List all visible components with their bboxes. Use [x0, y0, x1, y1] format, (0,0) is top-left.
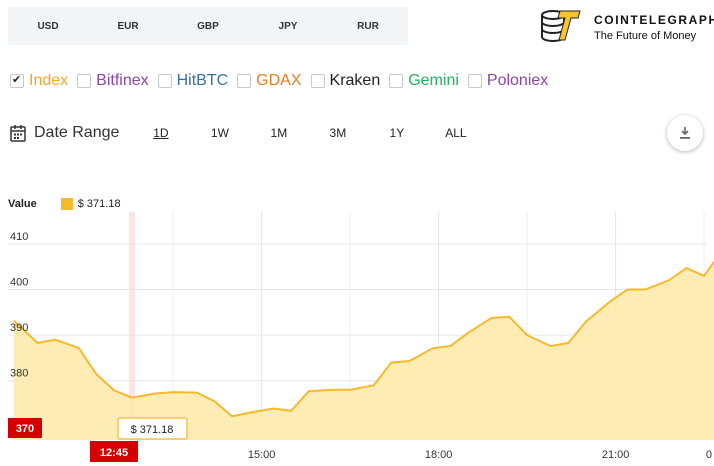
date-range-label: Date Range	[34, 124, 120, 141]
exchange-label: Kraken	[329, 72, 381, 89]
crosshair-y-text: 370	[16, 423, 34, 435]
crosshair-x-text: 12:45	[100, 447, 128, 459]
range-all-button[interactable]: ALL	[445, 126, 467, 140]
checkbox[interactable]	[467, 74, 482, 88]
exchange-poloniex[interactable]: Poloniex	[467, 72, 549, 90]
checkbox[interactable]	[237, 74, 252, 88]
checkbox[interactable]	[310, 74, 325, 88]
tooltip-text: $ 371.18	[131, 424, 174, 436]
price-area	[13, 262, 714, 440]
x-tick-label: 18:00	[425, 449, 453, 461]
chart-legend: Value $ 371.18	[8, 196, 121, 212]
currency-tabs: USD EUR GBP JPY RUR	[8, 7, 408, 45]
exchange-kraken[interactable]: Kraken	[310, 72, 381, 90]
crosshair-band	[128, 212, 135, 440]
exchange-label: Index	[29, 72, 69, 89]
exchange-label: Bitfinex	[96, 72, 149, 89]
tab-rur[interactable]: RUR	[357, 20, 379, 32]
range-1m-button[interactable]: 1M	[270, 126, 288, 140]
tab-gbp[interactable]: GBP	[197, 20, 219, 32]
tooltip	[117, 417, 188, 440]
x-tick-label: 21:00	[602, 449, 630, 461]
x-tick-label: 15:00	[248, 449, 276, 461]
tab-eur[interactable]: EUR	[117, 20, 139, 32]
tab-usd[interactable]: USD	[37, 20, 59, 32]
legend-title: Value	[8, 198, 37, 210]
exchange-index[interactable]: Index	[10, 72, 68, 90]
checkbox[interactable]	[10, 73, 24, 88]
legend-value: $ 371.18	[77, 198, 121, 210]
range-3m-button[interactable]: 3M	[329, 126, 347, 140]
checkbox[interactable]	[77, 74, 92, 88]
exchange-filter: Index Bitfinex HitBTC GDAX Kraken Gemini…	[10, 70, 557, 92]
checkbox[interactable]	[157, 74, 172, 88]
exchange-gemini[interactable]: Gemini	[389, 72, 459, 90]
y-tick-label: 410	[10, 231, 28, 243]
exchange-label: GDAX	[256, 72, 302, 89]
download-button[interactable]	[667, 115, 703, 151]
x-tick-label: 0	[706, 449, 712, 461]
range-1y-button[interactable]: 1Y	[389, 126, 405, 140]
download-icon	[680, 127, 690, 139]
checkbox[interactable]	[389, 74, 404, 88]
range-1d-button[interactable]: 1D	[153, 126, 169, 140]
crosshair-y-label	[8, 418, 42, 438]
price-line	[13, 260, 714, 418]
brand-logo[interactable]: COINTELEGRAPH The Future of Money	[538, 6, 714, 46]
crosshair-x-label	[90, 441, 138, 462]
date-range-bar: Date Range 1D 1W 1M 3M 1Y ALL	[10, 120, 485, 146]
exchange-bitfinex[interactable]: Bitfinex	[77, 72, 149, 90]
cointelegraph-logo-icon	[541, 10, 581, 42]
legend-swatch	[60, 198, 73, 210]
brand-tagline: The Future of Money	[594, 30, 697, 42]
calendar-icon	[10, 125, 26, 142]
y-tick-label: 390	[10, 322, 28, 334]
exchange-label: HitBTC	[176, 72, 229, 89]
crosshair: 370 12:45$ 371.18	[8, 417, 188, 462]
range-1w-button[interactable]: 1W	[210, 126, 229, 140]
exchange-label: Poloniex	[486, 72, 549, 89]
y-tick-label: 380	[10, 368, 28, 380]
tab-jpy[interactable]: JPY	[278, 20, 298, 32]
brand-name: COINTELEGRAPH	[594, 13, 714, 27]
exchange-gdax[interactable]: GDAX	[237, 72, 302, 90]
y-tick-label: 400	[10, 277, 28, 289]
exchange-hitbtc[interactable]: HitBTC	[157, 72, 229, 90]
y-axis: 380 390 400 410	[10, 231, 28, 380]
exchange-label: Gemini	[408, 72, 459, 89]
